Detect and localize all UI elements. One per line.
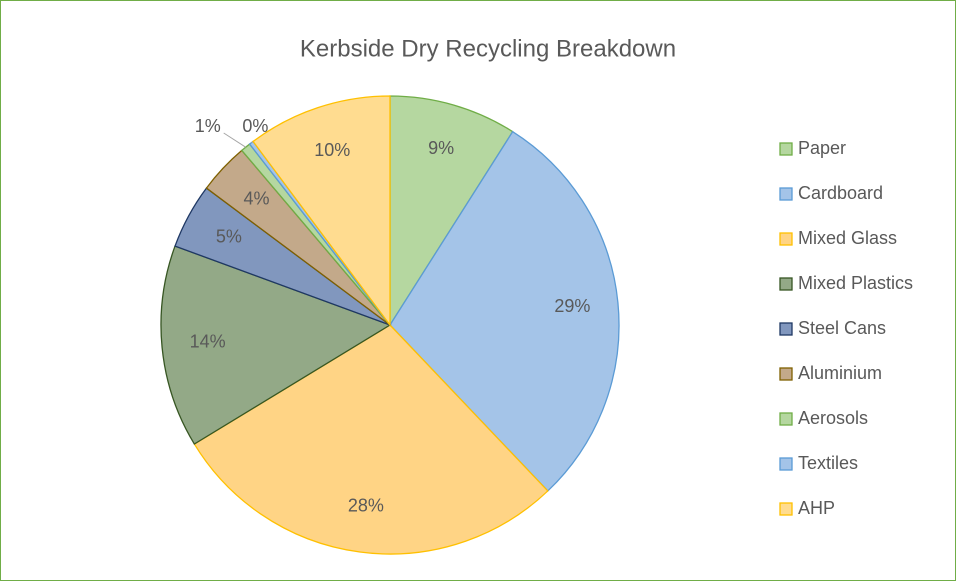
legend-label: Cardboard xyxy=(798,183,883,203)
data-label: 0% xyxy=(242,116,268,136)
legend-label: Steel Cans xyxy=(798,318,886,338)
legend-swatch xyxy=(779,187,793,201)
legend-label: Mixed Plastics xyxy=(798,273,913,293)
pie-slice xyxy=(160,245,392,445)
legend-label: Textiles xyxy=(798,453,858,473)
leader-line xyxy=(223,132,246,148)
legend-label: AHP xyxy=(798,498,835,518)
legend-label: Aerosols xyxy=(798,408,868,428)
legend-swatch xyxy=(779,412,793,426)
legend-swatch xyxy=(779,457,793,471)
data-label: 4% xyxy=(243,188,269,208)
chart-title: Kerbside Dry Recycling Breakdown xyxy=(300,35,676,62)
data-label: 5% xyxy=(216,227,242,247)
pie-slice xyxy=(389,95,514,328)
legend-swatch xyxy=(779,142,793,156)
legend-swatch xyxy=(779,232,793,246)
legend-swatch xyxy=(779,277,793,291)
pie-slice xyxy=(193,324,549,555)
data-label: 1% xyxy=(195,116,221,136)
pie-slice xyxy=(252,95,391,327)
legend-swatch xyxy=(779,322,793,336)
data-label: 10% xyxy=(314,140,350,160)
data-label: 28% xyxy=(348,495,384,515)
legend-label: Paper xyxy=(798,138,846,158)
pie-slice xyxy=(389,130,620,492)
legend-swatch xyxy=(779,367,793,381)
legend-swatch xyxy=(779,502,793,516)
legend-label: Mixed Glass xyxy=(798,228,897,248)
data-label: 29% xyxy=(554,296,590,316)
legend-label: Aluminium xyxy=(798,363,882,383)
data-label: 9% xyxy=(428,138,454,158)
data-label: 14% xyxy=(190,332,226,352)
